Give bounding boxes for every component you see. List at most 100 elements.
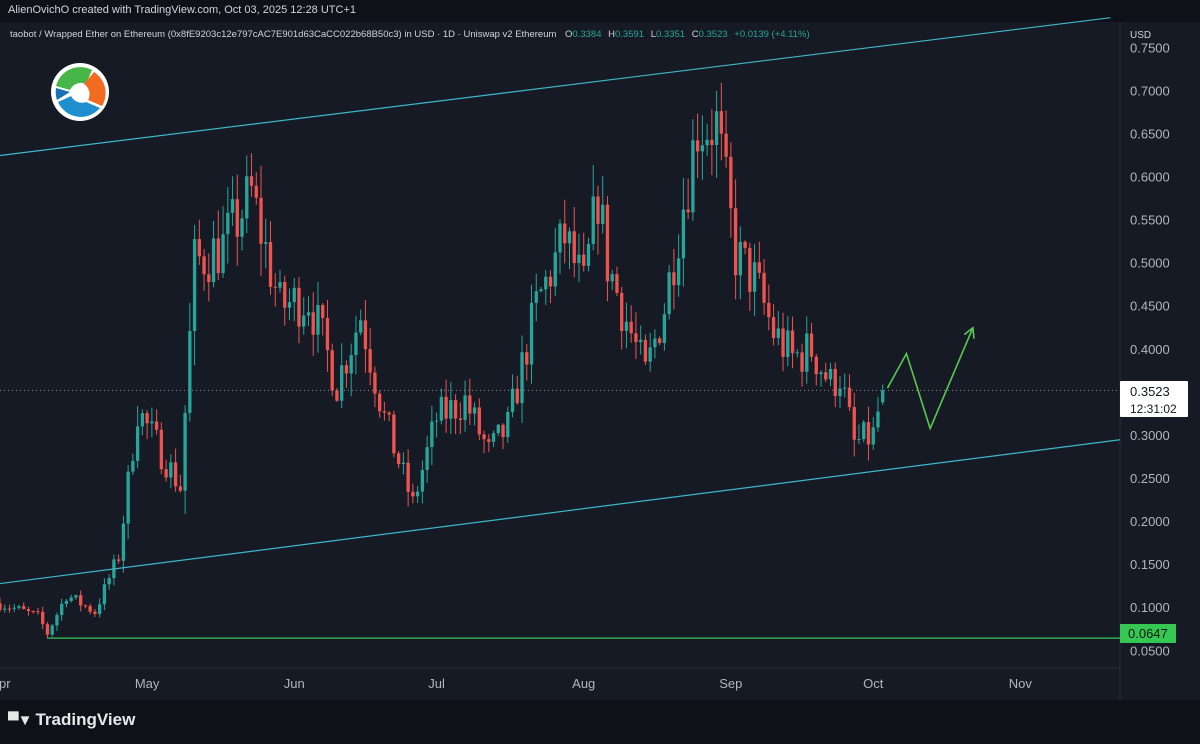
candle-body — [453, 400, 458, 419]
time-tick-label: Aug — [572, 676, 595, 691]
candle-body — [577, 254, 581, 264]
candle-body — [705, 139, 709, 146]
candle-body — [496, 424, 500, 434]
candle-body — [601, 204, 605, 224]
candle-body — [297, 287, 301, 327]
candle-body — [349, 355, 353, 374]
candle-body — [401, 462, 406, 465]
time-tick-label: Oct — [863, 676, 884, 691]
brand-logo-icon — [51, 63, 109, 121]
candle-body — [283, 282, 287, 308]
time-tick-label: pr — [0, 676, 11, 691]
candle-body — [510, 388, 515, 412]
price-axis: 0.7500 0.7000 0.6500 0.6000 0.5500 0.5000 0.45… — [1130, 40, 1170, 658]
candle-body — [64, 600, 69, 604]
candle-body — [544, 276, 548, 290]
candle-body — [354, 332, 358, 356]
candle-body — [733, 208, 738, 276]
candle-body — [558, 223, 562, 253]
candle-body — [444, 396, 448, 419]
candle-body — [743, 241, 747, 248]
bar-countdown: 12:31:02 — [1130, 402, 1177, 416]
support-price-value: 0.0647 — [1128, 626, 1168, 641]
tradingview-logo[interactable]: ▀▼ TradingView — [8, 710, 135, 730]
footer-bar — [0, 700, 1200, 744]
candle-body — [316, 304, 320, 335]
candle-body — [188, 330, 192, 413]
candle-body — [7, 608, 12, 610]
candle-body — [781, 328, 785, 357]
candle-body — [468, 395, 472, 414]
candle-body — [150, 421, 154, 424]
candle-body — [98, 604, 102, 614]
candle-body — [795, 352, 799, 354]
candle-body — [173, 462, 178, 487]
candle-body — [135, 426, 140, 461]
price-tick-label: 0.4000 — [1130, 342, 1170, 357]
candle-body — [610, 274, 614, 282]
candle-body — [69, 597, 73, 601]
candle-body — [487, 439, 491, 442]
candle-body — [3, 608, 7, 610]
candle-body — [31, 611, 35, 613]
candle-body — [74, 595, 78, 598]
candle-body — [805, 333, 809, 372]
candle-body — [814, 356, 818, 375]
channel-upper-line[interactable] — [0, 17, 1111, 157]
candles-layer — [0, 82, 885, 639]
candle-body — [790, 330, 795, 354]
candle-body — [197, 239, 201, 257]
price-chart[interactable]: 0.7500 0.7000 0.6500 0.6000 0.5500 0.5000 0.45… — [0, 0, 1200, 700]
currency-label: USD — [1130, 30, 1151, 41]
candle-body — [17, 606, 21, 608]
candle-body — [539, 289, 543, 292]
candle-body — [548, 276, 553, 287]
candle-body — [79, 595, 83, 606]
candle-body — [686, 209, 690, 213]
close-key: C — [692, 29, 699, 40]
candle-body — [520, 352, 524, 404]
candle-body — [264, 242, 268, 244]
candle-body — [724, 133, 728, 157]
time-tick-label: Jul — [428, 676, 445, 691]
candle-body — [824, 372, 828, 380]
price-tick-label: 0.2000 — [1130, 514, 1170, 529]
candle-body — [871, 427, 875, 445]
candle-body — [833, 368, 837, 397]
high-key: H — [608, 29, 615, 40]
candle-body — [202, 256, 206, 275]
candle-body — [382, 411, 387, 413]
candle-body — [396, 453, 401, 465]
candle-body — [582, 254, 586, 266]
candle-body — [359, 320, 363, 333]
price-tick-label: 0.5500 — [1130, 213, 1170, 228]
price-tick-label: 0.1500 — [1130, 557, 1170, 572]
candle-body — [643, 339, 648, 362]
candle-body — [50, 625, 54, 635]
candle-body — [154, 421, 159, 430]
candle-body — [757, 262, 761, 273]
channel-lower-line[interactable] — [0, 439, 1121, 585]
candle-body — [534, 291, 538, 303]
candle-body — [605, 204, 610, 282]
candle-body — [752, 262, 757, 292]
candle-body — [881, 390, 885, 403]
candle-body — [714, 111, 719, 145]
candle-body — [140, 413, 145, 427]
candle-body — [624, 321, 629, 331]
candle-body — [425, 447, 429, 471]
candle-body — [249, 176, 254, 186]
candle-body — [415, 491, 420, 497]
candle-body — [406, 462, 410, 492]
price-tick-label: 0.3000 — [1130, 428, 1170, 443]
candle-body — [615, 274, 619, 293]
candle-body — [525, 352, 529, 365]
candle-body — [340, 365, 344, 401]
candle-body — [335, 390, 339, 401]
candle-body — [368, 349, 372, 373]
last-price-label: 0.3523 12:31:02 — [1120, 381, 1188, 417]
candle-body — [373, 372, 377, 394]
candle-body — [45, 624, 50, 635]
projection-path[interactable] — [886, 327, 974, 431]
candle-body — [857, 439, 861, 441]
